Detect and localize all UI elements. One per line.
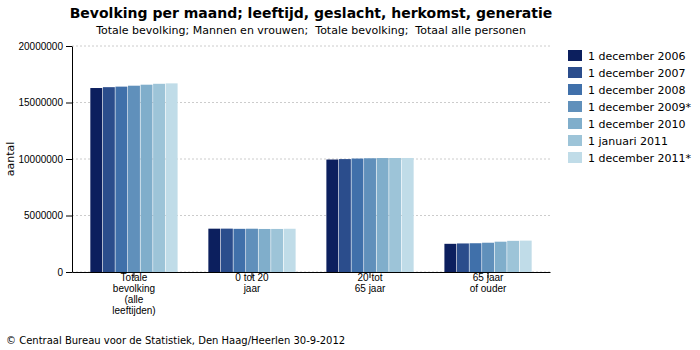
legend-label: 1 december 2009*: [588, 101, 692, 114]
bar: [246, 229, 258, 272]
legend: 1 december 2006 1 december 2007 1 december…: [568, 50, 692, 165]
bar-series: [166, 83, 532, 272]
y-tick-mark: [66, 159, 72, 160]
legend-label: 1 december 2011*: [588, 152, 692, 165]
x-tick-label-line: 65 jaar: [355, 283, 386, 294]
x-tick-label-line: jaar: [243, 283, 261, 294]
y-tick-label: 10000000: [19, 154, 64, 165]
x-tick-label-line: (alle: [125, 294, 144, 305]
x-tick-label-line: 65 jaar: [473, 272, 504, 283]
bar: [208, 229, 220, 272]
y-tick-mark: [66, 272, 72, 273]
bar: [351, 159, 363, 272]
legend-label: 1 januari 2011: [588, 135, 668, 148]
bar: [103, 87, 115, 272]
bar: [377, 158, 389, 272]
x-tick-label-line: Totale: [121, 272, 148, 283]
y-axis-title: aantal: [4, 142, 17, 177]
bar: [284, 229, 296, 272]
grid-line: [72, 46, 550, 47]
x-tick-label-line: 0 tot 20: [235, 272, 269, 283]
x-tick-label-line: bevolking: [113, 283, 155, 294]
x-tick-label: 20 tot65 jaar: [355, 272, 386, 294]
y-tick: 10000000: [19, 154, 73, 165]
bar: [339, 159, 351, 272]
x-tick: 65 jaarof ouder: [470, 272, 507, 294]
legend-swatch: [568, 152, 582, 163]
legend-label: 1 december 2007: [588, 67, 686, 80]
y-tick: 15000000: [19, 97, 73, 108]
subtitle: Totale bevolking; Mannen en vrouwen; Tot…: [95, 24, 526, 37]
grid: [72, 46, 550, 272]
bar: [482, 243, 494, 272]
y-tick-label: 20000000: [19, 41, 64, 52]
legend-swatch: [568, 50, 582, 61]
x-tick: Totalebevolking(alleleeftijden): [112, 272, 155, 316]
x-tick-label: Totalebevolking(alleleeftijden): [112, 272, 155, 316]
bar: [470, 243, 482, 272]
y-tick-mark: [66, 216, 72, 217]
bar: [115, 87, 127, 272]
x-tick-label-line: 20 tot: [357, 272, 382, 283]
legend-swatch: [568, 135, 582, 146]
bar: [153, 84, 165, 272]
x-tick: 20 tot65 jaar: [355, 272, 386, 294]
x-tick-label-line: leeftijden): [112, 305, 155, 316]
bar: [520, 241, 532, 272]
chart: Bevolking per maand; leeftijd, geslacht,…: [0, 0, 700, 350]
x-tick-label: 65 jaarof ouder: [470, 272, 507, 294]
y-tick-label: 15000000: [19, 97, 64, 108]
legend-item: 1 december 2010: [568, 118, 686, 131]
legend-swatch: [568, 118, 582, 129]
bar-series: [128, 86, 494, 272]
bar-series: [141, 85, 507, 272]
bars: [90, 83, 531, 272]
legend-item: 1 december 2007: [568, 67, 686, 80]
legend-swatch: [568, 67, 582, 78]
bar: [221, 229, 233, 272]
bar: [507, 241, 519, 272]
legend-swatch: [568, 84, 582, 95]
bar: [141, 85, 153, 272]
bar-series: [153, 84, 519, 272]
y-tick-mark: [66, 46, 72, 47]
axis-line: [72, 47, 73, 273]
legend-item: 1 december 2009*: [568, 101, 692, 114]
legend-label: 1 december 2006: [588, 50, 686, 63]
legend-item: 1 december 2006: [568, 50, 686, 63]
legend-item: 1 december 2008: [568, 84, 686, 97]
bar: [233, 229, 245, 272]
bar: [166, 83, 178, 272]
y-tick-mark: [66, 103, 72, 104]
legend-swatch: [568, 101, 582, 112]
x-tick-label: 0 tot 20jaar: [235, 272, 269, 294]
bar: [90, 88, 102, 272]
y-tick-label: 5000000: [24, 210, 63, 221]
title: Bevolking per maand; leeftijd, geslacht,…: [70, 5, 553, 21]
bar: [457, 243, 469, 272]
y-tick: 5000000: [24, 210, 72, 221]
y-tick-label: 0: [57, 267, 63, 278]
legend-label: 1 december 2008: [588, 84, 686, 97]
bar: [364, 158, 376, 272]
y-tick: 20000000: [19, 41, 73, 52]
bar: [271, 229, 283, 272]
footer: © Centraal Bureau voor de Statistiek, De…: [6, 335, 345, 346]
x-tick: 0 tot 20jaar: [235, 272, 269, 294]
legend-label: 1 december 2010: [588, 118, 686, 131]
x-tick-label-line: of ouder: [470, 283, 507, 294]
x-axis: Totalebevolking(alleleeftijden) 0 tot 20j…: [73, 272, 551, 316]
bar: [402, 158, 414, 272]
legend-item: 1 januari 2011: [568, 135, 668, 148]
bar: [326, 160, 338, 272]
y-tick: 0: [57, 267, 72, 278]
bar: [444, 244, 456, 272]
bar: [128, 86, 140, 272]
bar: [389, 158, 401, 272]
bar: [495, 242, 507, 272]
y-axis: 0 5000000 10000000 15000000 20000000: [19, 41, 73, 278]
bar: [259, 229, 271, 272]
legend-item: 1 december 2011*: [568, 152, 692, 165]
